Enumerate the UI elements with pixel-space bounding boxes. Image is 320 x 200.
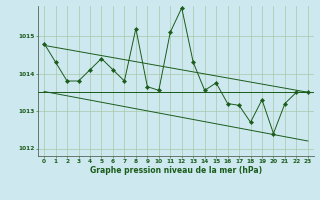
X-axis label: Graphe pression niveau de la mer (hPa): Graphe pression niveau de la mer (hPa) (90, 166, 262, 175)
